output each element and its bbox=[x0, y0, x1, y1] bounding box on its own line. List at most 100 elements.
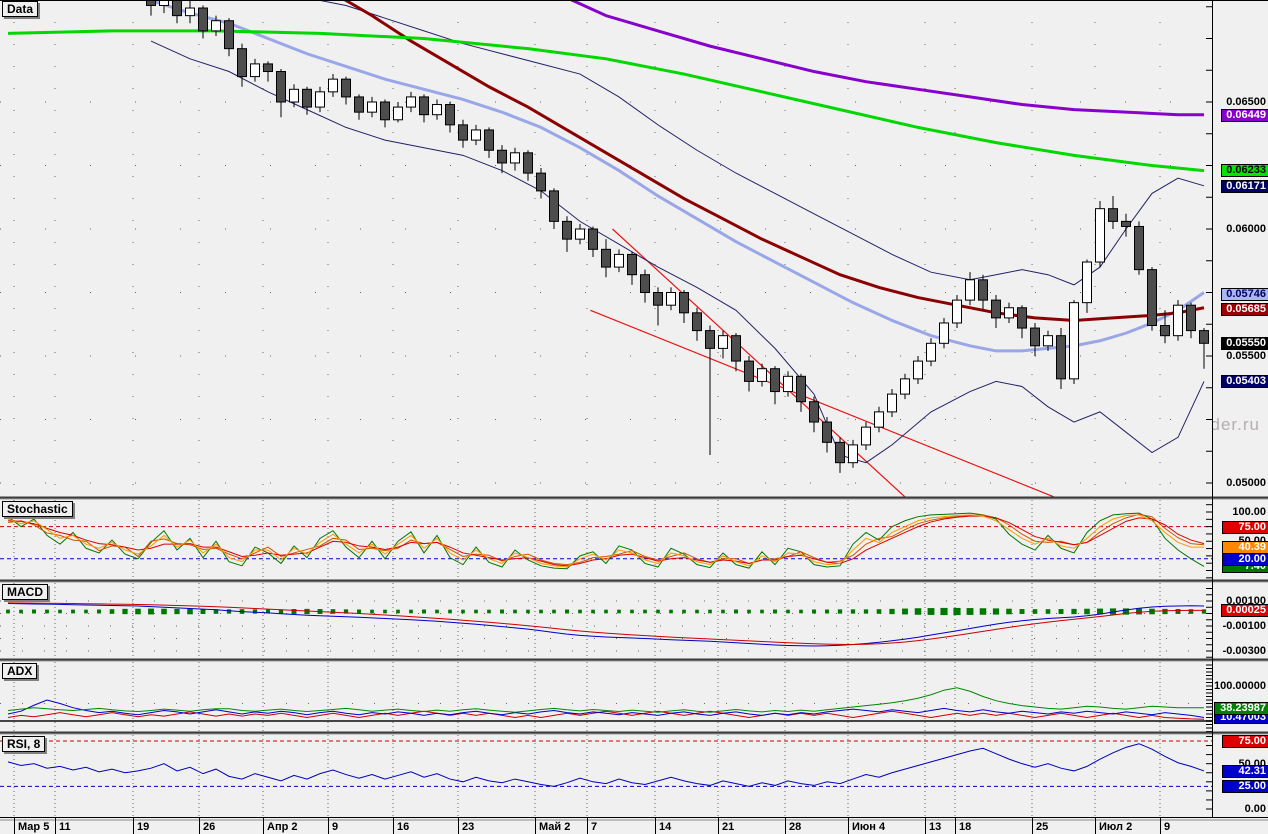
stochastic-plot-area[interactable] bbox=[0, 500, 1212, 580]
macd-histogram bbox=[487, 609, 491, 614]
macd-histogram bbox=[84, 609, 88, 614]
candle-body bbox=[510, 152, 520, 164]
candle-body bbox=[484, 129, 494, 151]
macd-histogram bbox=[630, 609, 634, 614]
macd-histogram bbox=[135, 608, 141, 615]
macd-histogram bbox=[940, 607, 948, 616]
candle-body bbox=[653, 292, 663, 306]
time-scale-strip[interactable] bbox=[0, 818, 1268, 834]
macd-histogram bbox=[461, 609, 465, 614]
candle-body bbox=[1056, 335, 1066, 380]
macd-histogram bbox=[278, 609, 284, 614]
candle-body bbox=[315, 91, 325, 108]
candle-body bbox=[211, 20, 221, 32]
indicator-label-adx: ADX bbox=[2, 663, 38, 679]
macd-histogram bbox=[174, 608, 180, 615]
macd-plot-area[interactable] bbox=[0, 583, 1212, 659]
candle-body bbox=[978, 279, 988, 301]
chart-data-label: Data bbox=[2, 1, 39, 17]
macd-histogram bbox=[1175, 609, 1181, 614]
candle-body bbox=[185, 7, 195, 17]
macd-histogram bbox=[656, 609, 660, 614]
stoch-orange bbox=[7, 514, 1204, 568]
axis-date-label: 25 bbox=[1036, 821, 1049, 833]
bollinger-lower bbox=[150, 40, 1205, 464]
price-scale-label: -0.00300 bbox=[1222, 645, 1266, 657]
price-scale-label: 0.05685 bbox=[1220, 303, 1268, 316]
macd-histogram bbox=[32, 609, 36, 614]
price-scale-label: 0.05550 bbox=[1220, 337, 1268, 350]
candle-body bbox=[692, 312, 702, 332]
macd-histogram bbox=[370, 609, 374, 614]
candle-body bbox=[224, 20, 234, 50]
axis-date-label: 9 bbox=[1164, 821, 1171, 833]
macd-histogram bbox=[383, 609, 387, 614]
candle-body bbox=[575, 228, 585, 240]
candle-body bbox=[562, 220, 572, 240]
macd-histogram bbox=[45, 609, 49, 614]
macd-histogram bbox=[799, 609, 803, 614]
candle-body bbox=[250, 63, 260, 78]
candle-body bbox=[1030, 327, 1040, 347]
candle-body bbox=[926, 342, 936, 362]
macd-histogram bbox=[330, 609, 336, 614]
panel-adx bbox=[0, 662, 1212, 732]
bollinger-upper bbox=[315, 0, 1205, 286]
axis-date-label: 18 bbox=[959, 821, 972, 833]
candle-body bbox=[146, 0, 156, 6]
macd-histogram bbox=[643, 609, 647, 614]
rsi-line bbox=[7, 743, 1205, 787]
macd-histogram bbox=[266, 609, 270, 614]
macd-histogram bbox=[979, 608, 987, 615]
axis-date-label: 21 bbox=[722, 821, 735, 833]
macd-line bbox=[7, 603, 1205, 647]
macd-histogram bbox=[1122, 608, 1130, 615]
macd-histogram bbox=[19, 609, 23, 614]
candle-body bbox=[1108, 208, 1118, 222]
price-scale-label: 0.06000 bbox=[1226, 223, 1266, 235]
macd-histogram bbox=[1019, 609, 1025, 614]
stoch-darkorange bbox=[7, 513, 1205, 566]
candle-body bbox=[1082, 261, 1092, 304]
candle-body bbox=[354, 96, 364, 113]
ma-purple bbox=[568, 0, 1204, 117]
rsi-plot-area[interactable] bbox=[0, 735, 1212, 817]
price-scale-label: 0.06171 bbox=[1220, 180, 1268, 193]
price-scale-label: 0.06449 bbox=[1220, 109, 1268, 122]
candle-body bbox=[419, 96, 429, 116]
macd-histogram bbox=[850, 609, 856, 614]
candle-body bbox=[1160, 325, 1170, 337]
ma-darkred bbox=[342, 0, 1205, 322]
macd-histogram bbox=[863, 609, 869, 614]
macd-histogram bbox=[876, 609, 882, 614]
axis-date-label: 7 bbox=[591, 821, 598, 833]
axis-date-label: 9 bbox=[332, 821, 339, 833]
candle-body bbox=[1186, 304, 1196, 332]
macd-histogram bbox=[992, 608, 1000, 615]
macd-histogram bbox=[500, 609, 504, 614]
macd-histogram bbox=[200, 609, 206, 614]
macd-histogram bbox=[1084, 608, 1090, 615]
price-scale-label: 0.00025 bbox=[1220, 604, 1268, 617]
macd-histogram bbox=[343, 609, 349, 614]
macd-histogram bbox=[786, 609, 790, 614]
candle-body bbox=[1134, 225, 1144, 271]
price-scale-column[interactable] bbox=[1213, 0, 1268, 817]
candle-body bbox=[588, 228, 598, 250]
candle-body bbox=[458, 124, 468, 141]
candle-body bbox=[835, 441, 845, 464]
macd-histogram bbox=[721, 609, 725, 614]
candle-body bbox=[744, 360, 754, 382]
macd-histogram bbox=[617, 609, 621, 614]
macd-histogram bbox=[1188, 609, 1194, 614]
macd-histogram bbox=[902, 608, 908, 615]
candle-body bbox=[627, 253, 637, 276]
price-scale-label: 42.31 bbox=[1222, 765, 1268, 778]
axis-date-label: Июл 2 bbox=[1099, 821, 1133, 833]
candle-body bbox=[809, 401, 819, 423]
indicator-label-stochastic: Stochastic bbox=[2, 501, 73, 517]
macd-histogram bbox=[927, 608, 935, 615]
macd-histogram bbox=[122, 608, 128, 615]
candle-body bbox=[939, 322, 949, 344]
macd-histogram bbox=[252, 609, 258, 614]
